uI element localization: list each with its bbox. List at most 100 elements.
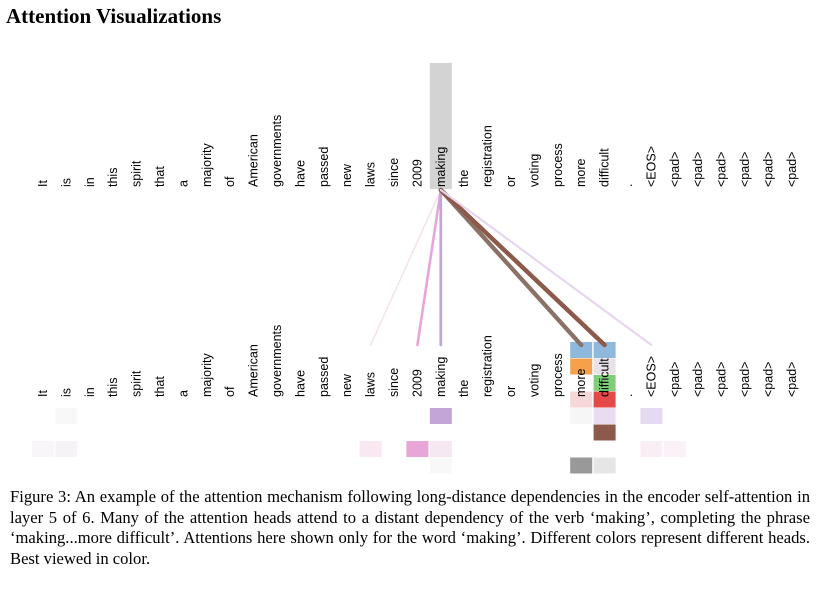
bottom-token: difficult [598, 358, 612, 397]
top-token: registration [481, 125, 495, 187]
bottom-token: have [293, 370, 307, 397]
bottom-token: majority [200, 352, 214, 397]
head-cell [55, 408, 78, 424]
top-token: <pad> [761, 152, 775, 187]
bottom-token: this [106, 378, 120, 397]
top-token: new [340, 163, 354, 187]
top-token: <pad> [691, 152, 705, 187]
top-token: <EOS> [644, 146, 658, 187]
top-token: It [36, 180, 50, 187]
top-token: voting [527, 154, 541, 187]
attention-line [416, 188, 443, 347]
top-token: 2009 [410, 159, 424, 187]
section-title: Attention Visualizations [6, 4, 222, 28]
head-cell [663, 441, 686, 457]
attention-line [369, 189, 442, 346]
top-token: in [83, 177, 97, 187]
bottom-token: registration [481, 335, 495, 397]
top-token: <pad> [785, 152, 799, 187]
head-cell [593, 408, 616, 424]
top-token: since [387, 158, 401, 187]
bottom-token: passed [317, 357, 331, 397]
top-token: American [247, 134, 261, 187]
query-highlight [429, 63, 452, 189]
head-cell [429, 441, 452, 457]
head-cell [570, 375, 593, 391]
bottom-token: in [83, 387, 97, 397]
head-cell [570, 391, 593, 408]
bottom-token: <pad> [668, 362, 682, 397]
head-cell [406, 441, 429, 457]
bottom-token: new [340, 373, 354, 397]
attention-figure: It is in this spirit that a majority of American g… [32, 63, 799, 474]
head-cell [570, 408, 593, 424]
bottom-token: 2009 [410, 369, 424, 397]
bottom-token: since [387, 368, 401, 397]
head-cell [593, 457, 616, 474]
head-cell [429, 408, 452, 424]
top-token: a [176, 180, 190, 187]
figure-caption: Figure 3: An example of the attention me… [10, 487, 810, 568]
bottom-token: <pad> [715, 362, 729, 397]
head-cell [593, 342, 616, 358]
bottom-token: process [551, 353, 565, 397]
head-cell [640, 408, 663, 424]
top-token: the [457, 170, 471, 187]
top-token: that [153, 166, 167, 187]
attention-line [438, 187, 607, 348]
top-token: spirit [130, 160, 144, 187]
top-token: governments [270, 115, 284, 187]
head-cell [570, 342, 593, 358]
bottom-token: making [434, 357, 448, 397]
bottom-token: <pad> [691, 362, 705, 397]
top-token: or [504, 176, 518, 187]
head-cell [593, 424, 616, 441]
bottom-token: American [247, 344, 261, 397]
bottom-token: spirit [130, 370, 144, 397]
bottom-token: of [223, 386, 237, 397]
top-token: process [551, 143, 565, 187]
top-token: difficult [598, 148, 612, 187]
top-token: making [434, 147, 448, 187]
bottom-token: <pad> [761, 362, 775, 397]
bottom-token: voting [527, 364, 541, 397]
top-token: <pad> [668, 152, 682, 187]
top-token: more [574, 158, 588, 187]
top-token-row: It is in this spirit that a majority of American g… [36, 115, 799, 187]
bottom-token: laws [364, 372, 378, 397]
top-token: of [223, 176, 237, 187]
head-cell [570, 358, 593, 375]
bottom-token: is [59, 388, 73, 397]
top-token: this [106, 168, 120, 187]
top-token: <pad> [738, 152, 752, 187]
bottom-token: or [504, 386, 518, 397]
query-token-highlight [429, 63, 452, 189]
head-cell [32, 441, 54, 457]
attention-lines [369, 187, 653, 348]
top-token: passed [317, 147, 331, 187]
head-cell [640, 441, 663, 457]
head-cell [570, 457, 593, 474]
bottom-token: a [176, 390, 190, 397]
bottom-token: the [457, 380, 471, 397]
bottom-token: It [36, 390, 50, 397]
top-token: . [621, 184, 635, 187]
bottom-token: . [621, 394, 635, 397]
head-cell [359, 441, 382, 457]
attention-line [438, 187, 584, 348]
head-cell [55, 441, 78, 457]
top-token: laws [364, 162, 378, 187]
head-cell [593, 358, 616, 375]
head-cell [593, 391, 616, 408]
bottom-token: <pad> [785, 362, 799, 397]
bottom-token: that [153, 376, 167, 397]
top-token: have [293, 160, 307, 187]
attention-line [439, 188, 653, 347]
top-token: is [59, 178, 73, 187]
head-cells [32, 342, 686, 474]
bottom-token: <EOS> [644, 356, 658, 397]
bottom-token: more [574, 368, 588, 397]
top-token: majority [200, 142, 214, 187]
head-cell [593, 375, 616, 391]
bottom-token: <pad> [738, 362, 752, 397]
